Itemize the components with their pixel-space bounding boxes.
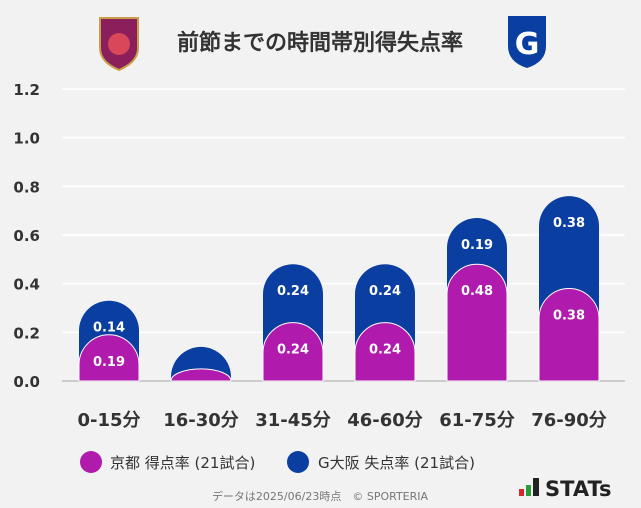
legend-marker-kyoto	[80, 451, 102, 473]
kyoto-logo	[99, 17, 139, 72]
x-tick-label: 46-60分	[347, 410, 423, 431]
y-tick-label: 0.4	[13, 276, 40, 294]
bar-segment-kyoto	[354, 322, 416, 382]
y-tick-label: 0.6	[13, 227, 40, 245]
legend-label-gamba: G大阪 失点率 (21試合)	[318, 454, 475, 472]
x-tick-label: 76-90分	[531, 410, 607, 431]
x-tick-label: 61-75分	[439, 410, 515, 431]
brand-text: STATs	[545, 477, 611, 501]
gamba-logo: G	[508, 16, 546, 68]
legend-label-kyoto: 京都 得点率 (21試合)	[110, 454, 255, 472]
bar-segment-kyoto	[262, 322, 324, 382]
data-label: 0.24	[369, 284, 401, 299]
y-tick-label: 1.0	[13, 130, 40, 148]
footer-note: データは2025/06/23時点 © SPORTERIA	[212, 489, 429, 503]
bar-segment-kyoto	[446, 263, 508, 382]
x-tick-label: 0-15分	[77, 410, 140, 431]
data-label: 0.19	[93, 355, 125, 370]
y-tick-label: 0.2	[13, 324, 40, 342]
y-tick-label: 0.0	[13, 373, 40, 391]
legend: 京都 得点率 (21試合) G大阪 失点率 (21試合)	[80, 451, 475, 473]
y-tick-label: 1.2	[13, 81, 40, 99]
data-label: 0.38	[553, 309, 585, 324]
data-label: 0.19	[461, 238, 493, 253]
data-label: 0.24	[277, 284, 309, 299]
chart-title: 前節までの時間帯別得失点率	[177, 30, 463, 56]
legend-marker-gamba	[287, 451, 309, 473]
data-label: 0.24	[277, 343, 309, 358]
x-tick-label: 31-45分	[255, 410, 331, 431]
data-label: 0.24	[369, 343, 401, 358]
data-label: 0.14	[93, 321, 125, 336]
bar-segment-kyoto	[170, 368, 232, 382]
bar-segment-kyoto	[78, 334, 140, 382]
bar-segment-kyoto	[538, 288, 600, 382]
x-tick-label: 16-30分	[163, 410, 239, 431]
data-label: 0.48	[461, 284, 493, 299]
data-label: 0.38	[553, 216, 585, 231]
y-tick-label: 0.8	[13, 178, 40, 196]
stats-logo: STATs	[519, 477, 611, 501]
svg-text:G: G	[515, 27, 540, 62]
